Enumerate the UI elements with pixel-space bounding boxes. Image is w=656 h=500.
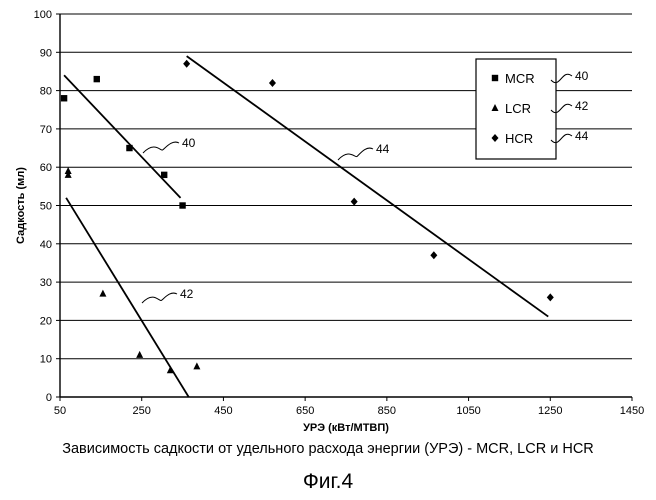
y-tick-label: 50 [40,201,52,213]
callout-label: 44 [376,142,390,156]
callout-leader [338,148,373,160]
lcr-trendline [66,198,189,397]
chart-caption: Зависимость садкости от удельного расход… [0,441,656,457]
callout-leader [142,293,177,303]
legend-label: LCR [505,101,531,116]
mcr-point [94,76,100,82]
x-tick-label: 1050 [456,405,480,417]
y-tick-label: 70 [40,124,52,136]
y-tick-label: 80 [40,86,52,98]
hcr-point [183,60,190,68]
series-mcr [61,75,186,208]
lcr-point [193,362,200,369]
callout-leader [143,142,179,153]
chart: 0 10 20 30 40 50 60 70 80 90 100 50 250 450 650 850 1050… [0,0,656,440]
y-tick-label: 60 [40,162,52,174]
x-ticks: 50 250 450 650 850 1050 1250 1450 [54,397,644,417]
y-ticks: 0 10 20 30 40 50 60 70 80 90 100 [34,9,60,404]
y-tick-label: 90 [40,47,52,59]
callout-label: 40 [182,136,196,150]
legend-ref-label: 42 [575,99,589,113]
legend-label: MCR [505,71,535,86]
mcr-point [61,95,67,101]
x-tick-label: 650 [296,405,314,417]
y-axis-title: Садкость (мл) [15,167,27,244]
y-tick-label: 40 [40,239,52,251]
y-tick-label: 30 [40,277,52,289]
mcr-trendline [64,75,180,198]
lcr-point [136,351,143,358]
hcr-point [430,251,437,259]
y-tick-label: 0 [46,392,52,404]
y-tick-label: 10 [40,354,52,366]
legend-marker [492,75,498,81]
x-tick-label: 1450 [620,405,644,417]
callout-hcr: 44 [338,142,390,160]
x-tick-label: 50 [54,405,66,417]
legend: MCR 40 LCR 42 HCR 44 [476,59,589,159]
callout-label: 42 [180,287,194,301]
callout-lcr: 42 [142,287,194,303]
figure-label: Фиг.4 [0,470,656,494]
x-tick-label: 250 [133,405,151,417]
y-tick-label: 100 [34,9,52,21]
y-tick-label: 20 [40,315,52,327]
x-tick-label: 450 [214,405,232,417]
x-tick-label: 850 [378,405,396,417]
hcr-point [269,79,276,87]
lcr-point [65,171,72,178]
lcr-point [99,290,106,297]
x-axis-title: УРЭ (кВт/МТВП) [303,422,389,434]
legend-ref-label: 40 [575,69,589,83]
hcr-point [351,198,358,206]
hcr-point [547,293,554,301]
x-tick-label: 1250 [538,405,562,417]
legend-ref-label: 44 [575,129,589,143]
mcr-point [179,202,185,208]
legend-label: HCR [505,131,533,146]
callout-mcr: 40 [143,136,196,153]
